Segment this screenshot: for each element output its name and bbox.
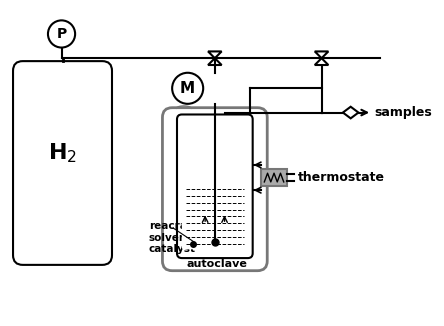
Polygon shape <box>315 52 329 58</box>
Text: P: P <box>56 27 67 41</box>
Polygon shape <box>208 52 222 58</box>
Circle shape <box>172 73 203 104</box>
Bar <box>262 169 287 186</box>
FancyBboxPatch shape <box>177 114 253 258</box>
Text: reacrants.: reacrants. <box>149 221 209 231</box>
Polygon shape <box>343 107 358 118</box>
FancyBboxPatch shape <box>163 108 267 271</box>
Text: samples: samples <box>374 106 432 119</box>
FancyBboxPatch shape <box>182 187 248 249</box>
Polygon shape <box>315 58 329 65</box>
Circle shape <box>48 21 75 48</box>
Text: catalyst: catalyst <box>149 244 196 254</box>
Text: autoclave: autoclave <box>186 259 247 269</box>
Polygon shape <box>208 58 222 65</box>
Text: thermostate: thermostate <box>298 171 385 184</box>
FancyBboxPatch shape <box>13 61 112 265</box>
Text: H$_2$: H$_2$ <box>48 141 77 165</box>
Text: M: M <box>180 81 195 96</box>
Text: solvent: solvent <box>149 233 192 243</box>
